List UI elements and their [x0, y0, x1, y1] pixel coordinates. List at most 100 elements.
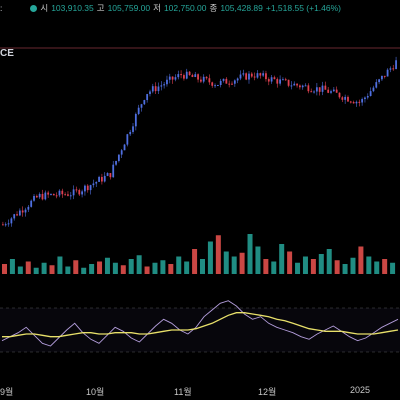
- volume-bar: [136, 255, 142, 274]
- candle-body: [313, 91, 315, 93]
- volume-bar: [239, 252, 245, 274]
- candle-body: [236, 78, 239, 81]
- candle-body: [395, 60, 397, 70]
- volume-bar: [33, 267, 39, 274]
- candle-body: [112, 164, 115, 178]
- candle-body: [117, 154, 120, 161]
- volume-bar: [231, 256, 237, 274]
- candle-body: [372, 87, 375, 92]
- candle-body: [154, 86, 157, 92]
- volume-bar: [302, 256, 308, 274]
- ohlc-header: : 시 103,910.35 고 105,759.00 저 102,750.00…: [0, 0, 400, 16]
- volume-bar: [17, 266, 23, 274]
- candle-body: [197, 74, 199, 80]
- candle-body: [163, 84, 166, 86]
- candle-body: [143, 100, 146, 105]
- candle-body: [304, 85, 307, 87]
- candle-body: [10, 218, 13, 224]
- candle-body: [318, 87, 321, 92]
- candle-body: [276, 79, 279, 84]
- volume-bar: [57, 256, 63, 274]
- candle-body: [177, 74, 180, 78]
- candle-body: [75, 189, 78, 191]
- change-value: +1,518.55 (+1.46%): [265, 3, 342, 13]
- candle-body: [239, 74, 242, 79]
- volume-bar: [310, 259, 316, 274]
- candle-body: [338, 92, 341, 98]
- candle-body: [132, 126, 134, 132]
- candle-body: [7, 223, 10, 225]
- candle-body: [18, 210, 21, 216]
- rsi-line: [1, 300, 399, 347]
- candle-body: [86, 185, 89, 191]
- volume-bar: [49, 265, 55, 274]
- candle-body: [358, 101, 361, 103]
- volume-bar: [184, 261, 190, 274]
- symbol-prefix: :: [0, 3, 3, 13]
- volume-bar: [382, 259, 388, 274]
- candle-body: [352, 102, 355, 104]
- candle-body: [219, 80, 222, 85]
- candle-body: [290, 85, 293, 87]
- candle-body: [171, 76, 174, 80]
- candle-body: [228, 83, 231, 85]
- volume-bar: [366, 256, 372, 274]
- candle-body: [273, 77, 276, 80]
- candle-body: [296, 83, 298, 86]
- candle-body: [58, 190, 61, 196]
- candle-body: [157, 86, 160, 92]
- candle-body: [208, 78, 211, 83]
- candle-body: [2, 224, 4, 226]
- candle-body: [369, 91, 372, 97]
- candle-body: [72, 189, 75, 196]
- volume-bar: [255, 246, 261, 274]
- volume-bar: [390, 262, 396, 274]
- candle-body: [262, 73, 265, 76]
- candle-body: [64, 194, 67, 196]
- candle-body: [361, 99, 364, 103]
- candle-body: [383, 75, 386, 77]
- candle-body: [231, 83, 233, 85]
- candle-body: [78, 190, 81, 195]
- volume-bar: [97, 261, 103, 274]
- candle-body: [81, 191, 83, 195]
- candle-body: [89, 185, 92, 191]
- candle-body: [129, 131, 132, 135]
- candle-body: [248, 73, 250, 80]
- candle-body: [344, 96, 347, 100]
- volume-bar: [271, 261, 277, 274]
- candle-body: [366, 96, 369, 98]
- x-axis-label: 12월: [258, 387, 277, 397]
- candle-body: [324, 85, 327, 90]
- candle-body: [347, 96, 349, 102]
- volume-bar: [2, 264, 7, 274]
- candle-body: [381, 75, 383, 80]
- x-axis-label: 11월: [174, 387, 192, 397]
- candle-body: [4, 224, 7, 226]
- volume-bar: [112, 262, 118, 274]
- candle-body: [349, 101, 352, 103]
- candle-body: [259, 73, 262, 76]
- candle-body: [134, 113, 137, 127]
- candle-body: [33, 195, 35, 201]
- candle-body: [69, 195, 72, 197]
- candle-body: [35, 195, 38, 198]
- candle-body: [375, 82, 378, 88]
- candle-body: [183, 75, 185, 79]
- volume-bar: [128, 259, 134, 274]
- volume-bar: [279, 244, 285, 274]
- candle-body: [41, 193, 44, 200]
- candle-body: [103, 175, 106, 182]
- volume-bar: [207, 241, 213, 274]
- high-label: 고: [96, 3, 105, 13]
- volume-bar: [215, 235, 221, 274]
- volume-bar: [350, 257, 356, 274]
- candle-body: [214, 85, 216, 87]
- candle-body: [205, 76, 208, 79]
- candle-body: [222, 78, 225, 81]
- volume-bar: [223, 251, 229, 274]
- volume-bar: [144, 266, 150, 274]
- candle-body: [279, 79, 281, 84]
